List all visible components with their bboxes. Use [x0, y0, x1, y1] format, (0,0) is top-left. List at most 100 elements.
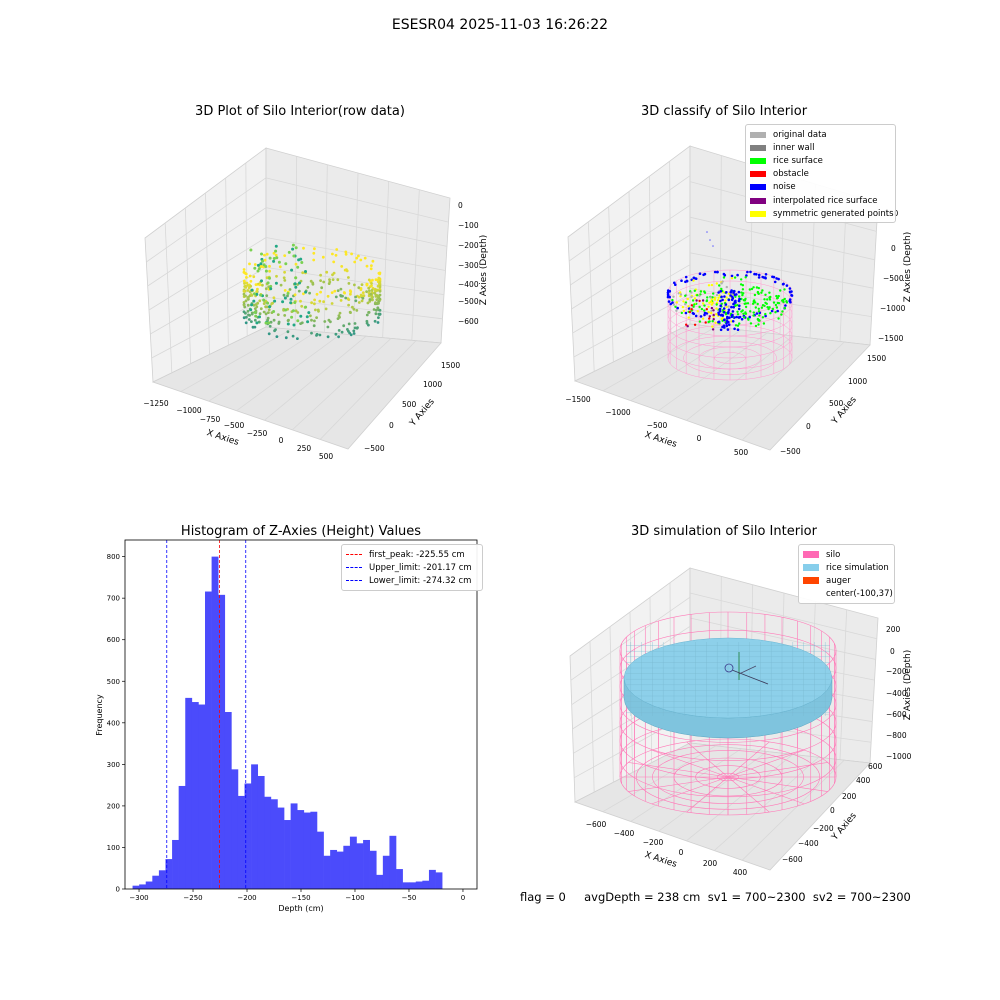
- noise-point: [694, 314, 698, 318]
- data-point: [260, 279, 263, 283]
- surface-point: [768, 298, 772, 301]
- surface-point: [707, 284, 711, 287]
- grid-line: [264, 335, 367, 421]
- panel4-title: 3D simulation of Silo Interior: [631, 524, 817, 539]
- noise-point: [733, 327, 736, 331]
- data-point: [262, 302, 266, 305]
- data-point: [300, 304, 304, 308]
- surface-point: [714, 296, 717, 299]
- panel1-xlabel: X Axies: [205, 428, 240, 448]
- panel4-ytick: 600: [868, 762, 883, 771]
- noise-point: [740, 317, 744, 321]
- data-point: [304, 270, 307, 273]
- surface-point: [772, 301, 776, 304]
- surface-point: [749, 322, 753, 325]
- silo-floor-spoke: [727, 776, 805, 805]
- surface-point: [764, 301, 767, 304]
- noise-point: [728, 316, 731, 320]
- histogram-bar: [330, 849, 338, 889]
- y-tick-label: 300: [107, 761, 120, 769]
- data-point: [272, 251, 276, 255]
- panel1-ztick: −300: [458, 261, 479, 270]
- data-point: [375, 298, 379, 301]
- data-point: [326, 325, 330, 329]
- data-point: [377, 302, 380, 305]
- noise-point: [725, 322, 728, 325]
- y-tick-label: 100: [107, 844, 120, 852]
- panel2-xtick: −1000: [605, 408, 631, 417]
- surface-point: [753, 299, 756, 302]
- surface-point: [714, 321, 717, 324]
- legend-label: first_peak: -225.55 cm: [369, 549, 465, 560]
- grid-line: [292, 338, 392, 431]
- surface-point: [705, 299, 709, 302]
- data-point: [249, 279, 253, 283]
- noise-point: [755, 312, 759, 315]
- data-point: [334, 253, 338, 257]
- noise-point: [790, 293, 793, 297]
- panel2-ztick: −1000: [880, 304, 906, 313]
- panel4-xtick: −400: [614, 829, 635, 838]
- surface-point: [674, 305, 677, 308]
- data-point: [252, 275, 256, 279]
- panel1-zlabel: Z Axies (Depth): [479, 235, 489, 306]
- data-point: [271, 301, 274, 305]
- data-point: [253, 263, 257, 266]
- panel4-xtick: 0: [679, 848, 684, 857]
- data-point: [284, 336, 288, 340]
- data-point: [282, 293, 286, 297]
- panel2-ytick: 0: [806, 422, 811, 431]
- axes-pane: [573, 742, 871, 871]
- surface-point: [766, 306, 769, 309]
- data-point: [365, 313, 369, 317]
- data-point: [283, 296, 287, 300]
- surface-point: [711, 320, 714, 323]
- data-point: [347, 298, 351, 301]
- data-point: [259, 293, 263, 297]
- surface-point: [703, 309, 706, 312]
- surface-point: [710, 303, 713, 306]
- panel4-ylabel: Y Axies: [830, 811, 859, 843]
- surface-point: [684, 303, 687, 306]
- histogram-bar: [257, 775, 265, 889]
- data-point: [357, 301, 361, 304]
- surface-point: [692, 279, 695, 282]
- data-point: [342, 324, 346, 328]
- silo-floor-spoke: [686, 776, 729, 813]
- data-point: [322, 300, 325, 304]
- data-point: [283, 254, 287, 257]
- data-point: [354, 299, 358, 303]
- surface-point: [752, 311, 755, 314]
- histogram-bar: [244, 783, 252, 889]
- silo-floor-spoke: [727, 776, 828, 792]
- grid-line: [741, 341, 845, 441]
- histogram-bar: [165, 859, 173, 889]
- data-point: [337, 335, 340, 339]
- data-point: [331, 278, 335, 281]
- panel4-ytick: −400: [798, 839, 819, 848]
- noise-point: [731, 310, 735, 313]
- data-point: [310, 331, 313, 335]
- noise-point: [777, 277, 780, 281]
- data-point: [294, 285, 298, 289]
- histogram-reference-lines: [166, 540, 247, 889]
- data-point: [248, 290, 252, 294]
- histogram-bar: [198, 704, 206, 889]
- noise-point: [789, 300, 792, 304]
- noise-point: [721, 298, 724, 302]
- legend-swatch: [750, 131, 766, 138]
- noise-point: [735, 293, 738, 296]
- data-point: [302, 292, 305, 296]
- noise-point: [680, 279, 683, 283]
- data-point: [253, 310, 257, 314]
- panel4-xtick: 200: [703, 859, 718, 868]
- histogram-bar: [218, 594, 226, 889]
- data-point: [279, 283, 283, 287]
- panel2-xtick: 500: [734, 448, 749, 457]
- data-point: [376, 294, 380, 298]
- noise-point: [729, 290, 732, 294]
- surface-point: [776, 296, 779, 300]
- obstacle-point: [712, 318, 715, 321]
- status-footer: flag = 0 avgDepth = 238 cm sv1 = 700~230…: [520, 890, 911, 904]
- data-point: [374, 301, 377, 305]
